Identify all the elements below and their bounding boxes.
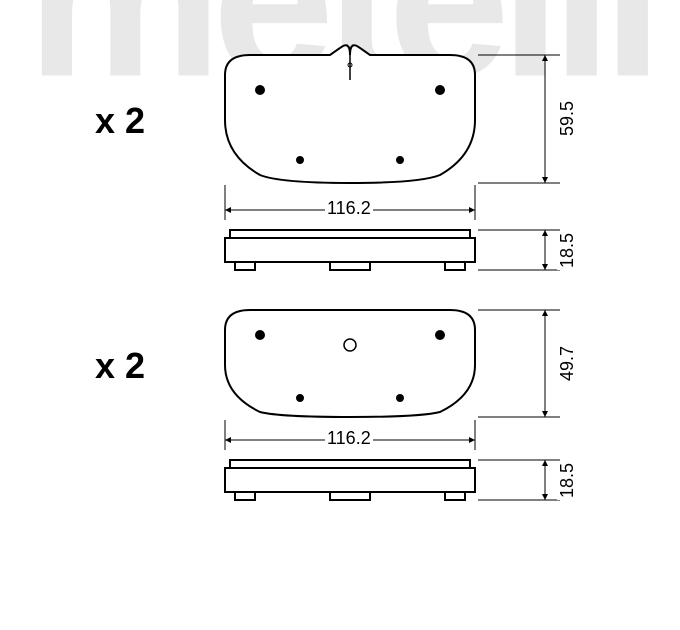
dim-width-2: 116.2: [325, 428, 373, 449]
diagram-svg: [0, 0, 680, 630]
dim-width-1: 116.2: [325, 198, 373, 219]
dim-plate-1: 18.5: [557, 231, 578, 270]
plate2-side: [225, 460, 475, 500]
dim-plate-2: 18.5: [557, 461, 578, 500]
dim-height-1: 59.5: [557, 99, 578, 138]
plate1-side: [225, 230, 475, 270]
pad1-front: [225, 45, 475, 183]
dim-height-2: 49.7: [557, 344, 578, 383]
pad2-front: [225, 310, 475, 417]
